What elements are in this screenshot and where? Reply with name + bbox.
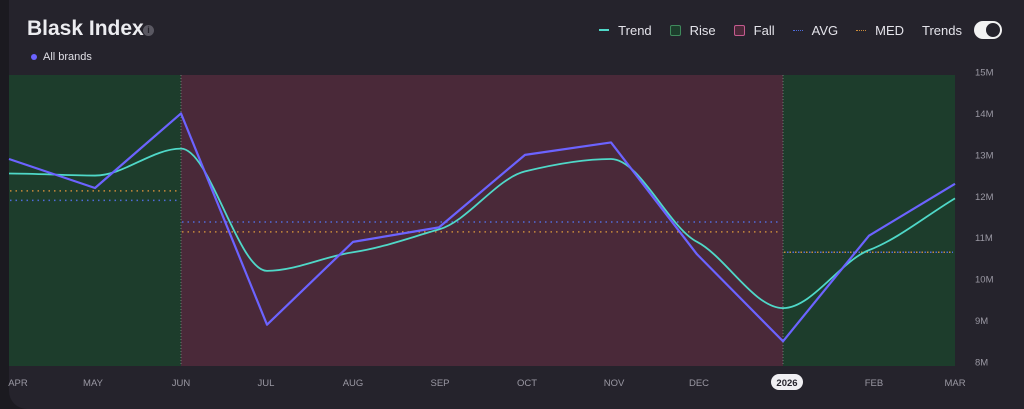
x-tick-label: MAY [83, 378, 104, 389]
legend-rise-label: Rise [689, 22, 716, 38]
y-tick-label: 11M [975, 233, 993, 244]
rise-box-icon [669, 24, 681, 36]
y-tick-label: 9M [975, 316, 988, 327]
y-tick-label: 13M [975, 150, 994, 161]
period-fall-band [181, 75, 783, 366]
x-tick-label: SEP [430, 378, 449, 389]
info-icon[interactable]: i [143, 25, 154, 36]
x-tick-label: MAR [944, 378, 965, 389]
legend-trend[interactable]: Trend [599, 22, 652, 38]
legend-med[interactable]: MED [856, 23, 904, 38]
x-tick-label: JUN [172, 378, 191, 389]
legend-fall-label: Fall [753, 22, 775, 38]
x-tick-highlight [771, 374, 803, 390]
y-tick-label: 14M [975, 109, 994, 120]
legend-avg-label: AVG [811, 22, 839, 38]
x-tick-label: AUG [343, 378, 364, 389]
trends-toggle[interactable] [974, 21, 1002, 39]
med-dotted-icon [856, 29, 867, 31]
period-rise-band [783, 75, 955, 366]
series-dot-icon [31, 54, 37, 60]
y-tick-label: 12M [975, 192, 994, 203]
toggle-knob [985, 22, 1001, 38]
legend-rise[interactable]: Rise [669, 22, 716, 38]
series-label-text: All brands [43, 51, 92, 63]
y-tick-label: 8M [975, 358, 988, 369]
chart-title: Blask Index [27, 17, 144, 40]
legend-avg[interactable]: AVG [792, 22, 839, 38]
trend-line [8, 147, 956, 310]
fall-box-icon [733, 24, 745, 36]
x-tick-label: OCT [517, 378, 537, 389]
y-tick-label: 10M [975, 275, 994, 286]
x-tick-label: NOV [604, 378, 625, 389]
x-tick-label: FEB [865, 378, 883, 389]
series-label: All brands [31, 51, 92, 63]
legend: Trend Rise Fall AVG MED Trends [599, 21, 1002, 39]
y-tick-label: 15M [975, 68, 994, 79]
legend-med-label: MED [875, 22, 905, 38]
legend-fall[interactable]: Fall [733, 22, 775, 38]
avg-dotted-icon [792, 29, 803, 31]
period-rise-band [9, 75, 181, 366]
x-tick-label: DEC [689, 378, 709, 389]
trends-toggle-group: Trends [922, 23, 962, 38]
series-line-all-brands [8, 112, 956, 343]
x-tick-label: 2026 [776, 378, 797, 389]
trends-toggle-label: Trends [922, 22, 962, 38]
trend-line-icon [599, 29, 610, 31]
x-tick-label: JUL [258, 378, 275, 389]
legend-trend-label: Trend [618, 22, 652, 38]
x-tick-label: APR [8, 378, 28, 389]
